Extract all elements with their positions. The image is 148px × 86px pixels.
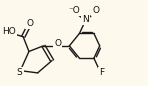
Text: O: O — [92, 6, 100, 15]
Text: O: O — [26, 19, 33, 28]
Text: O: O — [54, 39, 61, 47]
Text: ⁻O: ⁻O — [69, 6, 80, 15]
Text: N: N — [82, 15, 89, 24]
Text: S: S — [17, 68, 22, 77]
Text: F: F — [99, 68, 104, 77]
Text: HO: HO — [2, 27, 16, 36]
